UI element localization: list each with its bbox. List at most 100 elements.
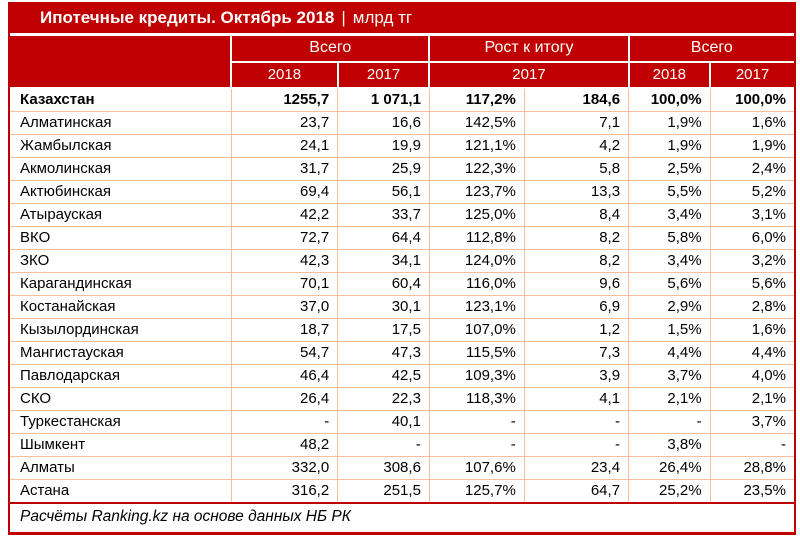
value-cell: 122,3% [428,157,525,181]
value-cell: 64,4 [337,226,430,250]
header-group-total-right: Всего [627,36,794,63]
value-cell: 109,3% [428,364,525,388]
table-row: ВКО 72,7 64,4 112,8% 8,2 5,8% 6,0% [10,226,794,250]
value-cell: 28,8% [709,456,794,480]
value-cell: 34,1 [337,249,430,273]
value-cell: 3,7% [709,410,794,434]
value-cell: 23,7 [230,111,339,135]
value-cell: 5,6% [709,272,794,296]
value-cell: 308,6 [337,456,430,480]
value-cell: 117,2% [428,87,525,112]
region-cell: ВКО [10,226,232,250]
value-cell: 7,3 [523,341,630,365]
value-cell: 42,3 [230,249,339,273]
table-row: Туркестанская -40,1- - -3,7% [10,410,794,434]
value-cell: 107,0% [428,318,525,342]
value-cell: - [337,433,430,457]
table-row: Павлодарская 46,4 42,5 109,3% 3,9 3,7% 4,0% [10,364,794,388]
table-row: Алматы 332,0 308,6 107,6% 23,4 26,4% 28,8% [10,456,794,480]
header-year-growth-2017: 2017 [428,61,630,89]
value-cell: 16,6 [337,111,430,135]
value-cell: - [523,410,630,434]
value-cell: 3,8% [628,433,711,457]
value-cell: 142,5% [428,111,525,135]
value-cell: 54,7 [230,341,339,365]
value-cell: 1,9% [628,111,711,135]
value-cell: 72,7 [230,226,339,250]
value-cell: 6,0% [709,226,794,250]
region-cell: Акмолинская [10,157,232,181]
title-separator: | [341,8,346,27]
value-cell: 8,2 [523,249,630,273]
value-cell: 8,4 [523,203,630,227]
region-cell: Мангистауская [10,341,232,365]
table-row: Кызылординская 18,7 17,5 107,0% 1,2 1,5% 1,6% [10,318,794,342]
value-cell: 1 071,1 [337,87,430,112]
source-note: Расчёты Ranking.kz на основе данных НБ Р… [10,502,794,532]
table-row: Шымкент 48,2- - -3,8% - [10,433,794,457]
header-year-share-2018: 2018 [627,61,712,89]
value-cell: 56,1 [337,180,430,204]
region-cell: ЗКО [10,249,232,273]
table-row: Мангистауская 54,7 47,3 115,5% 7,3 4,4% 4,4% [10,341,794,365]
value-cell: 1,2 [523,318,630,342]
value-cell: 47,3 [337,341,430,365]
value-cell: 2,8% [709,295,794,319]
value-cell: - [523,433,630,457]
value-cell: 9,6 [523,272,630,296]
value-cell: - [428,410,525,434]
value-cell: 107,6% [428,456,525,480]
region-cell: Жамбылская [10,134,232,158]
value-cell: 3,4% [628,203,711,227]
value-cell: 3,2% [709,249,794,273]
value-cell: 18,7 [230,318,339,342]
value-cell: 2,1% [628,387,711,411]
header-year-share-2017: 2017 [709,61,794,89]
value-cell: 125,7% [428,479,525,504]
value-cell: 7,1 [523,111,630,135]
value-cell: 46,4 [230,364,339,388]
table-row: ЗКО 42,3 34,1 124,0% 8,2 3,4% 3,2% [10,249,794,273]
value-cell: 116,0% [428,272,525,296]
value-cell: 5,2% [709,180,794,204]
region-cell: Туркестанская [10,410,232,434]
region-cell: Казахстан [10,87,232,112]
header-year-row: 2018 2017 2017 2018 2017 [10,61,794,89]
value-cell: 17,5 [337,318,430,342]
value-cell: 31,7 [230,157,339,181]
value-cell: 5,8 [523,157,630,181]
title-main: Ипотечные кредиты. Октябрь 2018 [40,8,335,27]
header-group-row: Всего Рост к итогу Всего [10,36,794,89]
value-cell: 3,1% [709,203,794,227]
value-cell: 115,5% [428,341,525,365]
value-cell: 2,4% [709,157,794,181]
value-cell: 121,1% [428,134,525,158]
value-cell: 1,6% [709,111,794,135]
value-cell: 6,9 [523,295,630,319]
header-group-growth: Рост к итогу [428,36,630,63]
value-cell: 22,3 [337,387,430,411]
value-cell: 251,5 [337,479,430,504]
value-cell: 4,4% [709,341,794,365]
value-cell: 3,9 [523,364,630,388]
value-cell: 69,4 [230,180,339,204]
region-cell: Атырауская [10,203,232,227]
value-cell: 118,3% [428,387,525,411]
value-cell: 1255,7 [230,87,339,112]
value-cell: 64,7 [523,479,630,504]
table-row: Астана 316,2 251,5 125,7% 64,7 25,2% 23,5% [10,479,794,504]
region-cell: Павлодарская [10,364,232,388]
header-year-total-2018: 2018 [231,61,339,89]
region-cell: Кызылординская [10,318,232,342]
value-cell: 4,0% [709,364,794,388]
value-cell: 37,0 [230,295,339,319]
value-cell: 60,4 [337,272,430,296]
table-row: Казахстан 1255,7 1 071,1 117,2% 184,6 100,0% 1… [10,87,794,112]
value-cell: 33,7 [337,203,430,227]
table-row: Актюбинская 69,4 56,1 123,7% 13,3 5,5% 5,2% [10,180,794,204]
value-cell: 123,1% [428,295,525,319]
region-cell: Астана [10,479,232,504]
value-cell: 2,5% [628,157,711,181]
value-cell: 42,2 [230,203,339,227]
header-year-total-2017: 2017 [336,61,431,89]
